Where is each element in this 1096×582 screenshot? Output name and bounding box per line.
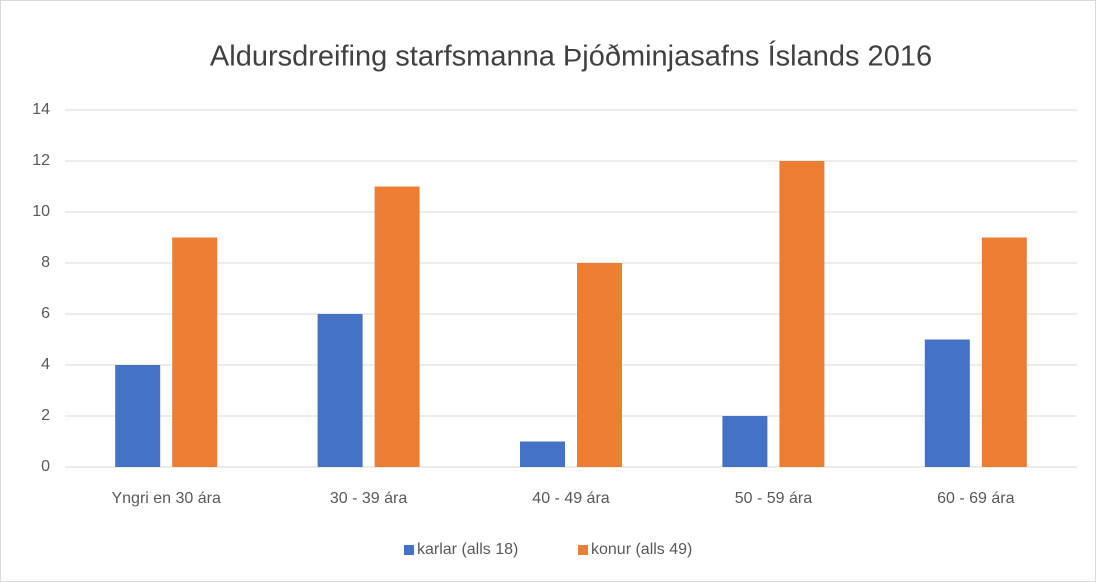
y-tick-label: 10 <box>32 203 50 220</box>
legend-label: konur (alls 49) <box>591 541 692 558</box>
bar <box>722 416 768 467</box>
y-tick-label: 4 <box>41 356 50 373</box>
y-tick-label: 8 <box>41 254 50 271</box>
x-tick-label: 40 - 49 ára <box>532 490 609 507</box>
bar <box>981 237 1027 467</box>
bar <box>779 161 825 467</box>
bar <box>172 237 218 467</box>
y-tick-label: 2 <box>41 407 50 424</box>
y-tick-label: 6 <box>41 305 50 322</box>
legend-swatch <box>578 545 588 555</box>
x-tick-label: 30 - 39 ára <box>330 490 407 507</box>
bar <box>924 339 970 467</box>
bar <box>520 441 565 467</box>
x-tick-label: Yngri en 30 ára <box>111 490 221 507</box>
y-tick-label: 12 <box>32 152 50 169</box>
bar <box>317 314 363 467</box>
bar <box>374 186 420 467</box>
legend-swatch <box>404 545 414 555</box>
y-tick-label: 14 <box>32 101 50 118</box>
y-tick-label: 0 <box>41 458 50 475</box>
legend-label: karlar (alls 18) <box>417 541 518 558</box>
x-tick-label: 50 - 59 ára <box>735 490 812 507</box>
x-tick-label: 60 - 69 ára <box>937 490 1014 507</box>
bar <box>577 263 622 467</box>
bar <box>115 365 161 467</box>
chart-title: Aldursdreifing starfsmanna Þjóðminjasafn… <box>210 40 932 73</box>
